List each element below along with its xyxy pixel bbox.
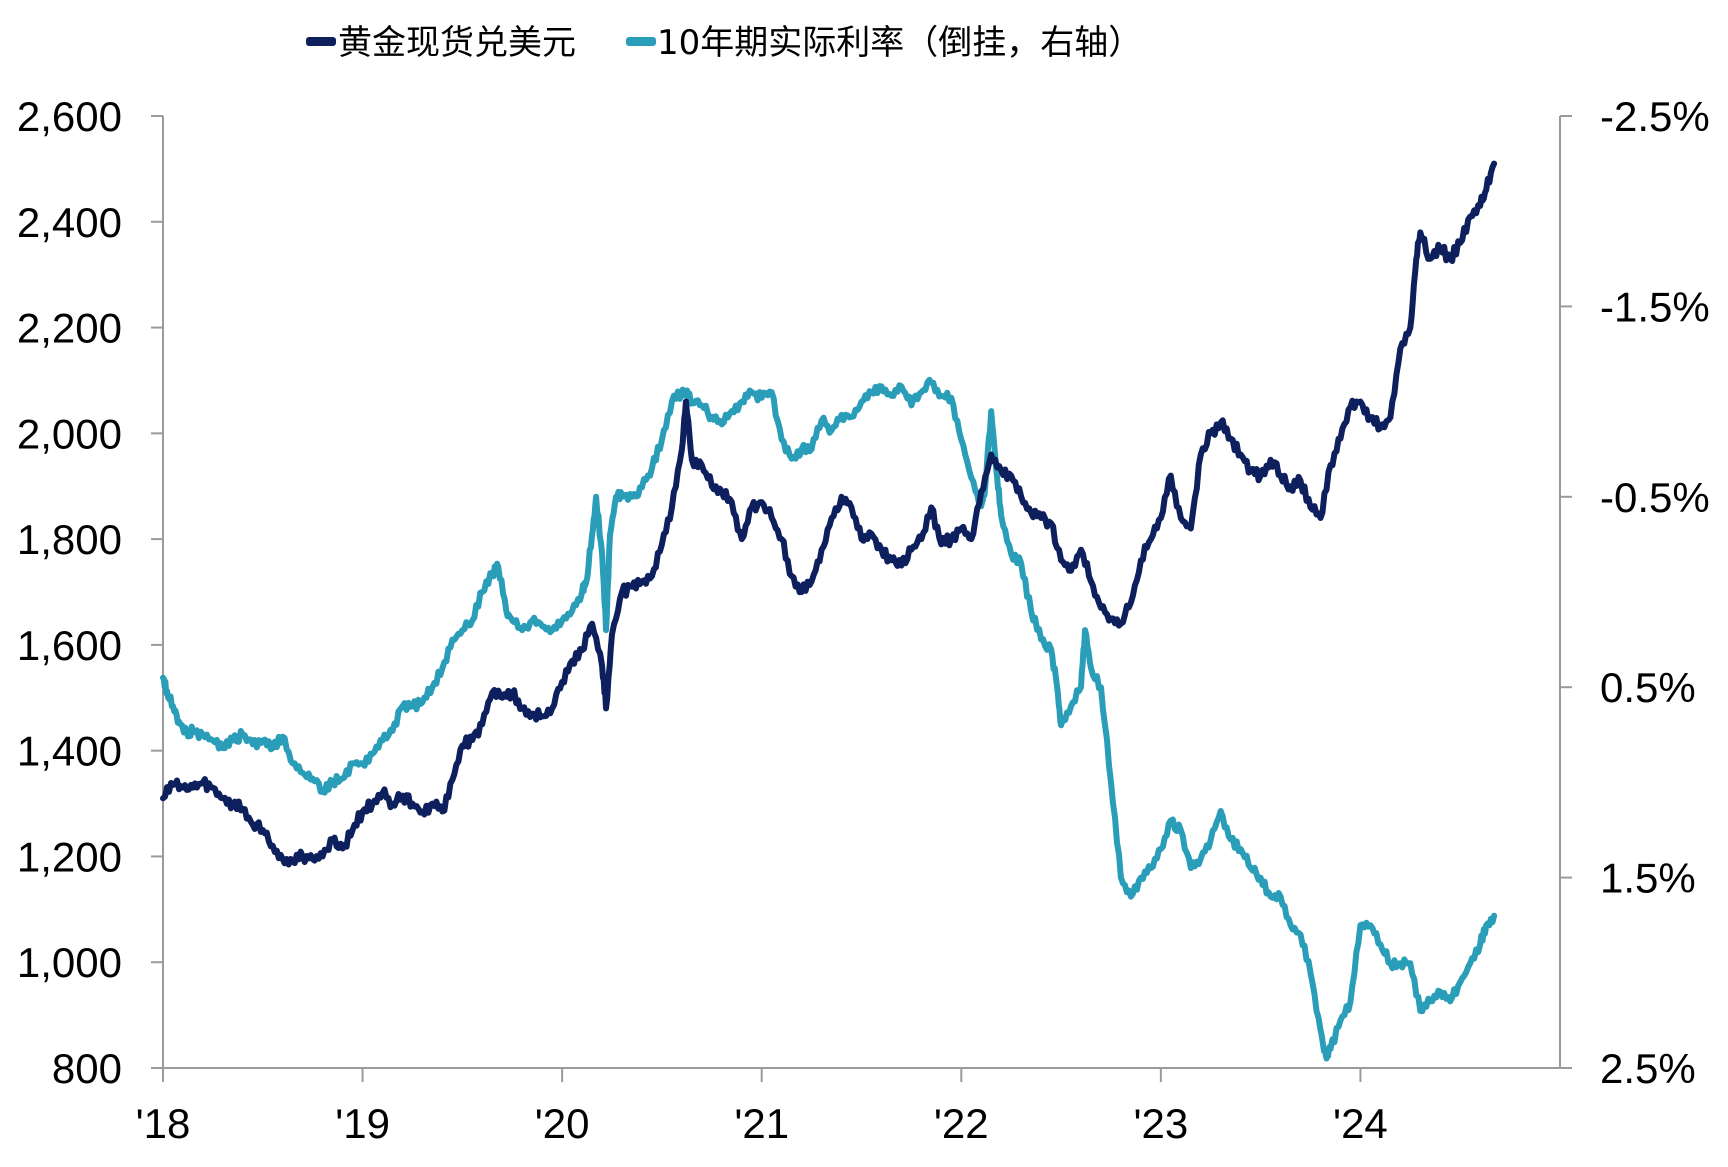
axes: 800 1,000 1,200 1,400 1,600 1,800 2,000 2,200 2,… bbox=[17, 93, 1710, 1147]
right-tick-label: -2.5% bbox=[1600, 93, 1710, 140]
legend-label-real-rate: 10年期实际利率（倒挂，右轴） bbox=[657, 23, 1142, 63]
left-tick-label: 1,400 bbox=[17, 728, 122, 775]
x-tick-label: '21 bbox=[734, 1100, 789, 1147]
left-tick-label: 1,000 bbox=[17, 939, 122, 986]
legend: 黄金现货兑美元 10年期实际利率（倒挂，右轴） bbox=[306, 23, 1142, 63]
left-tick-label: 1,800 bbox=[17, 516, 122, 563]
left-tick-label: 2,600 bbox=[17, 93, 122, 140]
x-tick-label: '19 bbox=[335, 1100, 390, 1147]
series-layer bbox=[160, 160, 1498, 1062]
x-tick-label: '22 bbox=[934, 1100, 989, 1147]
right-tick-label: 2.5% bbox=[1600, 1045, 1696, 1092]
left-tick-label: 1,600 bbox=[17, 622, 122, 669]
left-tick-label: 800 bbox=[52, 1045, 122, 1092]
x-tick-label: '24 bbox=[1333, 1100, 1388, 1147]
series-line-real-rate bbox=[160, 376, 1498, 1062]
right-tick-label: -1.5% bbox=[1600, 283, 1710, 330]
left-tick-label: 2,400 bbox=[17, 199, 122, 246]
legend-swatch-gold bbox=[306, 37, 336, 46]
x-tick-label: '23 bbox=[1133, 1100, 1188, 1147]
left-tick-label: 2,000 bbox=[17, 410, 122, 457]
legend-swatch-real-rate bbox=[626, 37, 656, 46]
left-tick-label: 1,200 bbox=[17, 833, 122, 880]
series-line-gold-spot bbox=[160, 160, 1498, 868]
right-tick-label: 1.5% bbox=[1600, 855, 1696, 902]
left-tick-label: 2,200 bbox=[17, 305, 122, 352]
x-tick-label: '18 bbox=[136, 1100, 191, 1147]
right-tick-label: -0.5% bbox=[1600, 474, 1710, 521]
x-tick-label: '20 bbox=[535, 1100, 590, 1147]
right-tick-label: 0.5% bbox=[1600, 664, 1696, 711]
legend-label-gold: 黄金现货兑美元 bbox=[338, 23, 576, 63]
